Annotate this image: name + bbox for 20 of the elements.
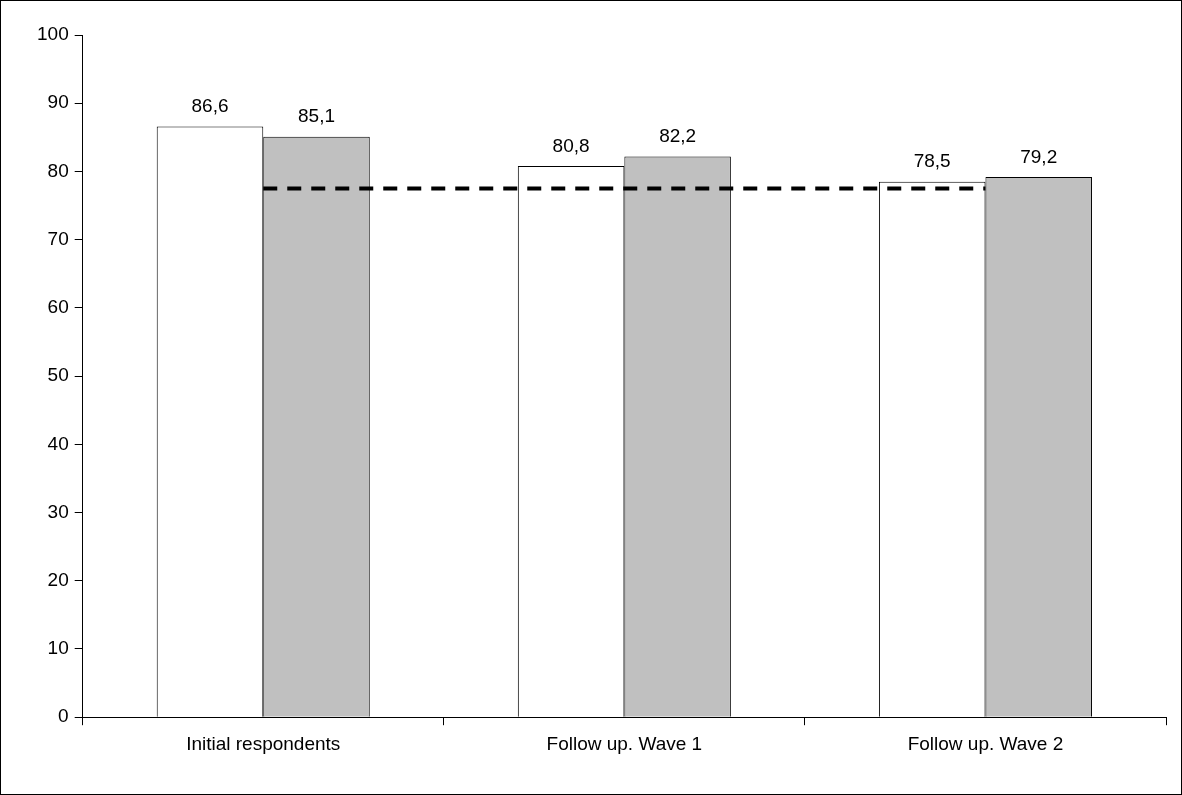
y-tick-label: 90 (47, 91, 69, 113)
y-tick-label: 10 (47, 637, 69, 659)
x-tick-label: Follow up. Wave 1 (546, 732, 703, 754)
data-label: 82,2 (659, 125, 697, 147)
y-tick-label: 20 (47, 568, 69, 590)
y-tick-label: 50 (47, 364, 69, 386)
y-tick-label: 60 (47, 296, 69, 318)
y-tick-label: 40 (47, 432, 69, 454)
data-label: 79,2 (1020, 145, 1058, 167)
y-tick-label: 100 (37, 23, 69, 45)
y-tick-label: 70 (47, 227, 69, 249)
y-tick-label: 30 (47, 500, 69, 522)
x-tick-label: Initial respondents (186, 732, 341, 754)
y-tick-label: 0 (58, 705, 69, 727)
data-label: 80,8 (552, 134, 590, 156)
y-tick-label: 80 (47, 159, 69, 181)
data-label: 85,1 (298, 105, 335, 127)
data-label: 78,5 (913, 150, 951, 172)
data-label: 86,6 (191, 95, 229, 117)
x-tick-label: Follow up. Wave 2 (907, 732, 1064, 754)
